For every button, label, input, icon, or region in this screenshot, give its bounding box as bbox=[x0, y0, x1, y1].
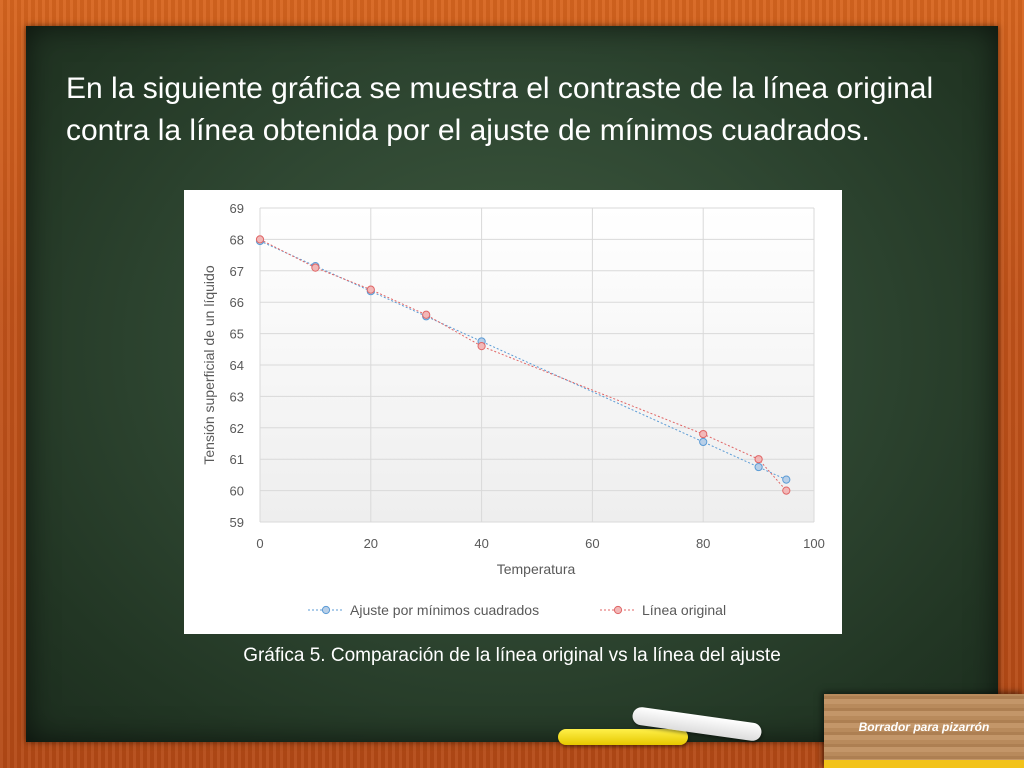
series-lines bbox=[259, 238, 787, 491]
y-tick-label: 61 bbox=[230, 452, 244, 467]
eraser-base bbox=[824, 760, 1024, 768]
y-tick-label: 59 bbox=[230, 515, 244, 530]
y-tick-label: 63 bbox=[230, 389, 244, 404]
series-line-2 bbox=[259, 238, 787, 491]
y-tick-label: 66 bbox=[230, 295, 244, 310]
x-tick-label: 100 bbox=[803, 536, 825, 551]
eraser-label: Borrador para pizarrón bbox=[858, 720, 990, 734]
data-point-series-1 bbox=[782, 475, 791, 484]
data-point-series-1 bbox=[754, 462, 763, 472]
data-point-series-2 bbox=[477, 342, 486, 351]
x-tick-label: 0 bbox=[256, 536, 263, 551]
data-point-series-2 bbox=[699, 429, 708, 439]
yellow-chalk bbox=[558, 729, 688, 745]
series-line-1 bbox=[259, 240, 787, 481]
legend-entry: Ajuste por mínimos cuadrados bbox=[350, 602, 539, 618]
chart-panel: 59 60 61 62 63 64 65 66 67 68 69 0 20 40 60 80 100 Temp… bbox=[184, 190, 842, 634]
legend-marker bbox=[321, 605, 331, 615]
y-tick-label: 62 bbox=[230, 421, 244, 436]
data-point-series-2 bbox=[255, 235, 265, 244]
x-tick-label: 40 bbox=[474, 536, 488, 551]
data-point-series-2 bbox=[782, 486, 791, 495]
y-tick-label: 65 bbox=[230, 327, 244, 342]
legend-marker bbox=[613, 605, 623, 615]
chalkboard-eraser: Borrador para pizarrón bbox=[824, 694, 1024, 768]
x-tick-label: 20 bbox=[364, 536, 378, 551]
data-point-series-1 bbox=[699, 437, 708, 447]
x-tick-label: 60 bbox=[585, 536, 599, 551]
data-point-series-2 bbox=[366, 285, 375, 294]
x-tick-label: 80 bbox=[696, 536, 710, 551]
data-point-series-2 bbox=[311, 263, 320, 272]
y-tick-label: 68 bbox=[230, 232, 244, 247]
slide-heading: En la siguiente gráfica se muestra el co… bbox=[66, 72, 934, 147]
y-tick-labels: 59 60 61 62 63 64 65 66 67 68 69 bbox=[230, 201, 244, 530]
gridlines bbox=[259, 207, 815, 523]
legend: Ajuste por mínimos cuadrados Línea origin… bbox=[308, 602, 726, 618]
y-tick-label: 69 bbox=[230, 201, 244, 216]
series-points bbox=[255, 235, 791, 495]
data-point-series-2 bbox=[754, 455, 763, 464]
x-axis-label: Temperatura bbox=[497, 561, 576, 577]
y-axis-label: Tensión superficial de un líquido bbox=[201, 265, 217, 464]
line-chart: 59 60 61 62 63 64 65 66 67 68 69 0 20 40 60 80 100 Temp… bbox=[201, 201, 825, 618]
legend-entry: Línea original bbox=[642, 602, 726, 618]
x-tick-labels: 0 20 40 60 80 100 bbox=[256, 536, 824, 551]
chart-caption: Gráfica 5. Comparación de la línea origi… bbox=[243, 645, 781, 666]
y-tick-label: 67 bbox=[230, 264, 244, 279]
y-tick-label: 64 bbox=[230, 358, 244, 373]
data-point-series-2 bbox=[422, 310, 431, 319]
y-tick-label: 60 bbox=[230, 484, 244, 499]
